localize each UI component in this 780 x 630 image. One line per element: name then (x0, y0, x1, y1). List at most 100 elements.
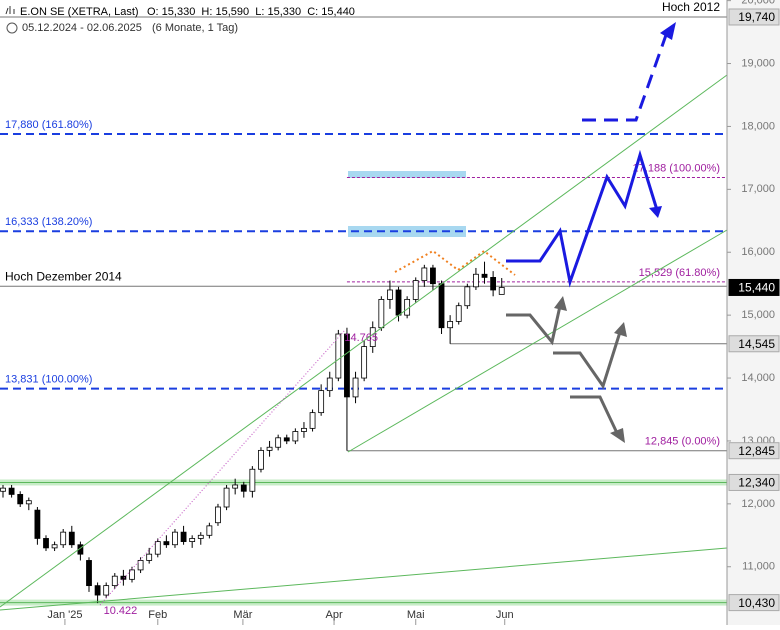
candle-body (275, 437, 282, 448)
period: (6 Monate, 1 Tag) (152, 22, 238, 34)
candle-body (215, 506, 221, 524)
candle-body (455, 305, 462, 322)
price-marker-label: 12,845 (738, 444, 775, 458)
y-tick-label: 16,000 (741, 246, 775, 258)
price-marker (728, 473, 780, 491)
candle-body (318, 390, 325, 414)
candle-body (103, 585, 110, 596)
candle-body (387, 289, 393, 300)
y-tick-label: 18,000 (741, 120, 775, 132)
level-label: 17,880 (161.80%) (5, 119, 92, 131)
annotation: 10.422 (104, 605, 138, 617)
pattern (394, 249, 516, 276)
price-marker-label: 10,430 (738, 596, 775, 610)
price-marker-label: 14,545 (738, 337, 775, 351)
y-tick-label: 20,000 (741, 0, 775, 7)
candle-body (223, 487, 230, 508)
x-tick-label: Mär (233, 609, 252, 621)
candle-body (344, 333, 350, 398)
symbol: E.ON SE (XETRA, Last) (20, 6, 139, 18)
trendline (0, 74, 728, 608)
level-label: 15,529 (61.80%) (639, 267, 720, 279)
candle-body (438, 283, 445, 329)
scenario-path (570, 395, 619, 434)
arrowhead (660, 22, 676, 40)
candle-body (335, 333, 342, 379)
price-marker (728, 594, 780, 612)
candle-body (430, 267, 436, 285)
plot: Jan '25 Feb Mär Apr Mai Jun Hoch 2012 17,880 (1… (0, 0, 727, 625)
candle-body (378, 299, 385, 329)
level-label: 17,188 (100.00%) (633, 162, 720, 174)
candle-body (68, 531, 75, 546)
candle-body (189, 538, 196, 542)
candle-body (180, 531, 187, 542)
candle-body (34, 509, 41, 539)
clock-icon (6, 22, 18, 34)
candle-body (129, 569, 135, 580)
candle-body (490, 277, 497, 291)
candle-body (17, 494, 24, 505)
candle-body (172, 531, 178, 546)
level-label: 12,845 (0.00%) (645, 436, 720, 448)
price-marker (728, 442, 780, 460)
zone (348, 171, 466, 178)
candle-body (481, 273, 488, 278)
candle-body (146, 553, 153, 561)
forecast-path (582, 34, 668, 122)
fib-line (99, 329, 346, 606)
level-label: Hoch Dezember 2014 (5, 269, 122, 283)
x-tick-label: Feb (148, 609, 167, 621)
candle-body (60, 531, 67, 546)
candle-body (43, 538, 49, 549)
level-label: Hoch 2012 (662, 0, 720, 14)
price-marker (728, 335, 780, 353)
level-label: 13,831 (100.00%) (5, 374, 92, 386)
y-tick-label: 11,000 (742, 561, 775, 573)
candle-body (309, 412, 316, 429)
x-tick-label: Mai (407, 609, 425, 621)
y-tick-label: 12,000 (741, 498, 775, 510)
x-tick-label: Jun (496, 609, 514, 621)
candle-body (8, 487, 15, 495)
candle-body (232, 484, 239, 489)
candle-body (473, 273, 479, 288)
candle-body (464, 286, 471, 307)
candle-body (0, 487, 6, 492)
arrowhead (649, 206, 662, 218)
x-tick-label: Jan '25 (47, 609, 82, 621)
forecast-path (506, 149, 659, 288)
ohlc: O: 15,330 H: 15,590 L: 15,330 C: 15,440 (147, 6, 355, 18)
candle-body (197, 534, 204, 539)
scenario-path (506, 305, 562, 346)
arrowhead (614, 322, 627, 337)
candle-body (301, 427, 307, 432)
price-marker (728, 8, 780, 26)
candle-body (498, 287, 505, 295)
axis: 20,000 19,000 18,000 17,000 16,000 15,000 14,0… (727, 0, 780, 612)
arrowhead (610, 428, 625, 443)
candle-body (120, 575, 127, 580)
arrowhead (554, 296, 567, 311)
candle-body (137, 560, 144, 571)
candle-body (361, 346, 368, 379)
candle-body (240, 484, 247, 492)
drawings (0, 22, 728, 611)
y-tick-label: 17,000 (741, 183, 775, 195)
candle-body (51, 544, 58, 549)
candle-body (258, 449, 264, 470)
price-marker-label: 19,740 (738, 10, 775, 24)
candle-body (326, 377, 333, 392)
candle-body (154, 541, 161, 555)
y-axis-panel (727, 0, 780, 625)
y-tick-label: 14,000 (741, 372, 775, 384)
price-marker-label: 15,440 (738, 281, 775, 295)
trendline (0, 547, 728, 611)
candle-body (412, 280, 419, 300)
candle-body (421, 267, 428, 281)
candle-body (352, 377, 359, 398)
candle-body (395, 289, 402, 316)
y-tick-label: 19,000 (741, 57, 775, 69)
